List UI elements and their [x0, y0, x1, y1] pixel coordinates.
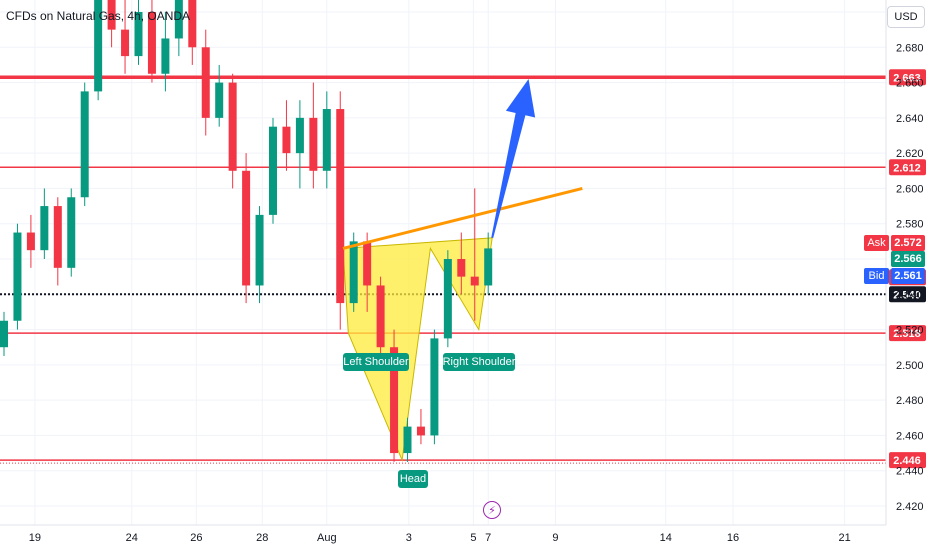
- current-price-label: 2.540: [893, 289, 921, 301]
- candle-body: [40, 206, 49, 251]
- y-tick-label: 2.600: [896, 183, 924, 195]
- left-shoulder-label: Left Shoulder: [343, 353, 409, 371]
- candle-body: [416, 426, 425, 436]
- y-tick-label: 2.420: [896, 501, 924, 513]
- candle-body: [121, 29, 130, 57]
- time-axis: 19 24 26 28 Aug 3 5 7 9 14 16 21: [0, 524, 886, 544]
- candle-body: [457, 259, 466, 277]
- candle-body: [269, 126, 277, 215]
- candle-body: [336, 109, 345, 304]
- candle-body: [390, 347, 399, 454]
- candle-body: [430, 338, 439, 436]
- lightning-icon[interactable]: ⚡: [483, 501, 501, 519]
- x-tick-label: 21: [839, 532, 851, 544]
- x-tick-label: 26: [190, 532, 202, 544]
- x-tick-label: 14: [660, 532, 672, 544]
- candle-body: [322, 109, 331, 171]
- candle-body: [403, 426, 412, 454]
- currency-button[interactable]: USD: [887, 6, 925, 28]
- candle-body: [107, 0, 116, 30]
- y-tick-label: 2.480: [896, 395, 924, 407]
- candle-body: [255, 214, 264, 286]
- x-tick-label: 28: [256, 532, 268, 544]
- candle-body: [215, 82, 224, 118]
- candle-body: [147, 12, 156, 74]
- y-tick-label: 2.640: [896, 113, 924, 125]
- right-shoulder-label: Right Shoulder: [443, 353, 515, 371]
- level-price-label: 2.612: [893, 162, 921, 174]
- candle-body: [228, 82, 237, 171]
- y-tick-label: 2.620: [896, 148, 924, 160]
- y-tick-label: 2.520: [896, 325, 924, 337]
- candle-body: [67, 197, 76, 268]
- bid-label: Bid: [864, 268, 889, 284]
- candle-body: [53, 206, 62, 268]
- x-tick-label: 16: [727, 532, 739, 544]
- candle-body: [295, 117, 304, 154]
- candle-body: [363, 241, 372, 286]
- y-tick-label: 2.440: [896, 466, 924, 478]
- candle-body: [13, 232, 22, 321]
- y-tick-label: 2.540: [896, 289, 924, 301]
- x-tick-label: 7: [485, 532, 491, 544]
- y-tick-label: 2.580: [896, 219, 924, 231]
- y-tick-label: 2.660: [896, 78, 924, 90]
- candle-body: [161, 38, 170, 74]
- x-tick-label: 5: [470, 532, 476, 544]
- x-tick-label: 3: [406, 532, 412, 544]
- candle-body: [376, 285, 385, 348]
- level-price-tag: [889, 69, 926, 86]
- candle-body: [0, 320, 8, 348]
- candle-body: [470, 276, 479, 286]
- bid-price-tag: 2.561: [891, 268, 925, 284]
- ask-label: Ask: [864, 235, 889, 251]
- candle-body: [134, 12, 143, 57]
- x-tick-label: 24: [126, 532, 138, 544]
- grid: [0, 0, 886, 525]
- level-price-tag: [889, 325, 926, 342]
- y-tick-label: 2.460: [896, 430, 924, 442]
- candle-body: [80, 91, 89, 198]
- x-tick-label: 19: [29, 532, 41, 544]
- candle-body: [26, 232, 35, 251]
- x-tick-label: 9: [552, 532, 558, 544]
- candle-body: [309, 117, 318, 171]
- candle-body: [282, 126, 291, 154]
- last-price-tag: 2.566: [891, 251, 925, 267]
- level-price-tag: [889, 159, 926, 176]
- up-arrow: [491, 79, 536, 239]
- x-tick-label: Aug: [317, 532, 337, 544]
- level-price-tag: [889, 452, 926, 469]
- level-price-label: 2.518: [893, 328, 921, 340]
- head-label: Head: [398, 470, 428, 488]
- candle-body: [188, 0, 197, 48]
- candles: [0, 0, 493, 462]
- y-tick-label: 2.680: [896, 42, 924, 54]
- symbol-title[interactable]: CFDs on Natural Gas, 4h, OANDA: [6, 9, 191, 23]
- level-price-label: 2.446: [893, 455, 921, 467]
- candle-body: [94, 0, 103, 92]
- overlay-drawings: [342, 79, 583, 250]
- candle-body: [349, 241, 358, 304]
- price-axis: 2.4202.4402.4602.4802.5002.5202.5402.560…: [885, 0, 924, 525]
- y-tick-label: 2.500: [896, 360, 924, 372]
- level-price-label: 2.663: [893, 72, 921, 84]
- candle-body: [201, 47, 210, 118]
- current-price-tag: [889, 286, 926, 303]
- candle-body: [242, 170, 251, 286]
- candle-body: [174, 0, 183, 39]
- candle-body: [443, 259, 452, 339]
- candle-body: [484, 248, 493, 286]
- ask-price-tag: 2.572: [891, 235, 925, 251]
- trend-line: [342, 186, 583, 250]
